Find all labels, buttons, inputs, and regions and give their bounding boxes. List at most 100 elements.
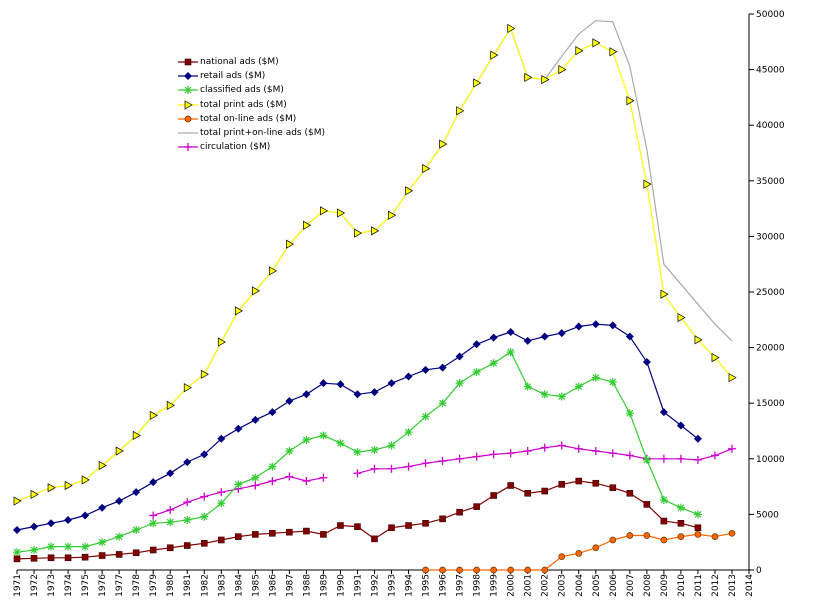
data-point-stroke bbox=[660, 496, 668, 504]
series-line bbox=[16, 20, 733, 502]
data-point-stroke bbox=[13, 548, 21, 556]
data-point bbox=[643, 179, 652, 189]
data-point bbox=[251, 286, 261, 296]
data-point bbox=[166, 469, 175, 478]
data-point bbox=[456, 566, 463, 574]
data-point bbox=[625, 332, 634, 341]
data-point-stroke bbox=[183, 516, 191, 524]
data-point bbox=[30, 522, 39, 531]
data-point-stroke bbox=[47, 543, 55, 551]
data-point bbox=[456, 106, 465, 116]
data-point bbox=[285, 447, 294, 456]
data-point-stroke bbox=[217, 499, 225, 507]
data-point bbox=[303, 220, 312, 230]
data-point bbox=[540, 390, 549, 399]
data-point-stroke bbox=[251, 474, 259, 482]
x-axis: 1971 1972 1973 1974 1975 1976 1977 1978 1979 1980… bbox=[13, 570, 755, 597]
data-point bbox=[269, 530, 276, 537]
data-point bbox=[13, 555, 21, 563]
data-point bbox=[337, 208, 346, 218]
data-point bbox=[490, 566, 498, 574]
data-point bbox=[149, 478, 158, 487]
data-point-stroke bbox=[643, 456, 651, 464]
data-point bbox=[609, 536, 617, 544]
data-point-stroke bbox=[405, 428, 412, 436]
data-point bbox=[319, 473, 328, 482]
data-point bbox=[184, 58, 192, 66]
data-point bbox=[285, 472, 294, 481]
legend-item: total print+on-line ads ($M) bbox=[178, 126, 325, 140]
data-point bbox=[642, 358, 651, 367]
data-point-stroke bbox=[558, 393, 566, 400]
data-point bbox=[286, 239, 295, 249]
x-tick-label: 1991 bbox=[353, 574, 363, 597]
data-point bbox=[30, 555, 38, 562]
data-point bbox=[184, 100, 193, 110]
data-point-stroke bbox=[677, 504, 685, 512]
plot-frame bbox=[17, 14, 750, 571]
data-point bbox=[677, 533, 685, 540]
data-point bbox=[217, 434, 226, 443]
legend-item: total on-line ads ($M) bbox=[178, 112, 325, 126]
series-national-ads-m bbox=[13, 477, 702, 563]
y-tick-label: 0 bbox=[756, 566, 762, 576]
data-point bbox=[694, 524, 702, 532]
data-point bbox=[660, 536, 668, 544]
data-point bbox=[608, 449, 617, 458]
data-point bbox=[557, 392, 566, 401]
data-point bbox=[64, 542, 73, 551]
data-point bbox=[557, 329, 566, 338]
data-point bbox=[370, 464, 379, 473]
data-point bbox=[370, 445, 379, 454]
data-point bbox=[659, 495, 668, 504]
data-point bbox=[184, 143, 192, 152]
y-tick-label: 15000 bbox=[756, 399, 785, 409]
data-point-stroke bbox=[592, 374, 600, 382]
x-tick-label: 1989 bbox=[319, 574, 329, 597]
data-point bbox=[575, 46, 584, 56]
data-point bbox=[626, 489, 634, 497]
data-point bbox=[659, 408, 668, 417]
data-point-stroke bbox=[184, 87, 192, 94]
legend-item: national ads ($M) bbox=[178, 55, 325, 69]
data-point bbox=[234, 306, 244, 316]
data-point-stroke bbox=[64, 543, 72, 551]
data-point bbox=[609, 484, 617, 492]
data-point bbox=[438, 399, 447, 408]
data-point bbox=[200, 492, 209, 501]
x-tick-label: 1972 bbox=[30, 574, 40, 597]
data-point bbox=[489, 450, 498, 459]
x-tick-label: 2012 bbox=[711, 574, 721, 597]
data-point bbox=[336, 439, 345, 448]
data-point bbox=[660, 517, 668, 525]
data-point bbox=[660, 289, 669, 299]
data-point-stroke bbox=[302, 436, 310, 444]
y-tick-label: 5000 bbox=[756, 510, 779, 520]
x-tick-label: 2001 bbox=[524, 574, 534, 597]
data-point bbox=[81, 511, 90, 520]
data-point bbox=[47, 519, 56, 528]
data-point bbox=[132, 430, 141, 441]
data-point-stroke bbox=[626, 409, 634, 417]
data-point bbox=[524, 566, 532, 574]
data-point bbox=[455, 454, 464, 463]
x-tick-label: 1982 bbox=[200, 574, 210, 597]
data-point bbox=[472, 452, 481, 461]
data-point bbox=[98, 503, 107, 512]
x-tick-label: 2010 bbox=[677, 574, 687, 597]
data-point bbox=[473, 503, 480, 510]
data-point bbox=[200, 540, 208, 547]
data-point-stroke bbox=[319, 432, 327, 439]
legend-item: circulation ($M) bbox=[178, 140, 325, 154]
data-point bbox=[353, 469, 362, 478]
legend-label: classified ads ($M) bbox=[200, 85, 284, 96]
data-point bbox=[643, 532, 651, 539]
data-point bbox=[268, 462, 277, 471]
data-point bbox=[268, 408, 277, 417]
legend-swatch bbox=[178, 58, 198, 66]
data-point bbox=[422, 163, 431, 174]
x-tick-label: 1971 bbox=[13, 574, 23, 597]
data-point bbox=[217, 488, 226, 497]
legend-label: total print+on-line ads ($M) bbox=[200, 128, 325, 139]
x-tick-label: 2004 bbox=[575, 574, 585, 597]
